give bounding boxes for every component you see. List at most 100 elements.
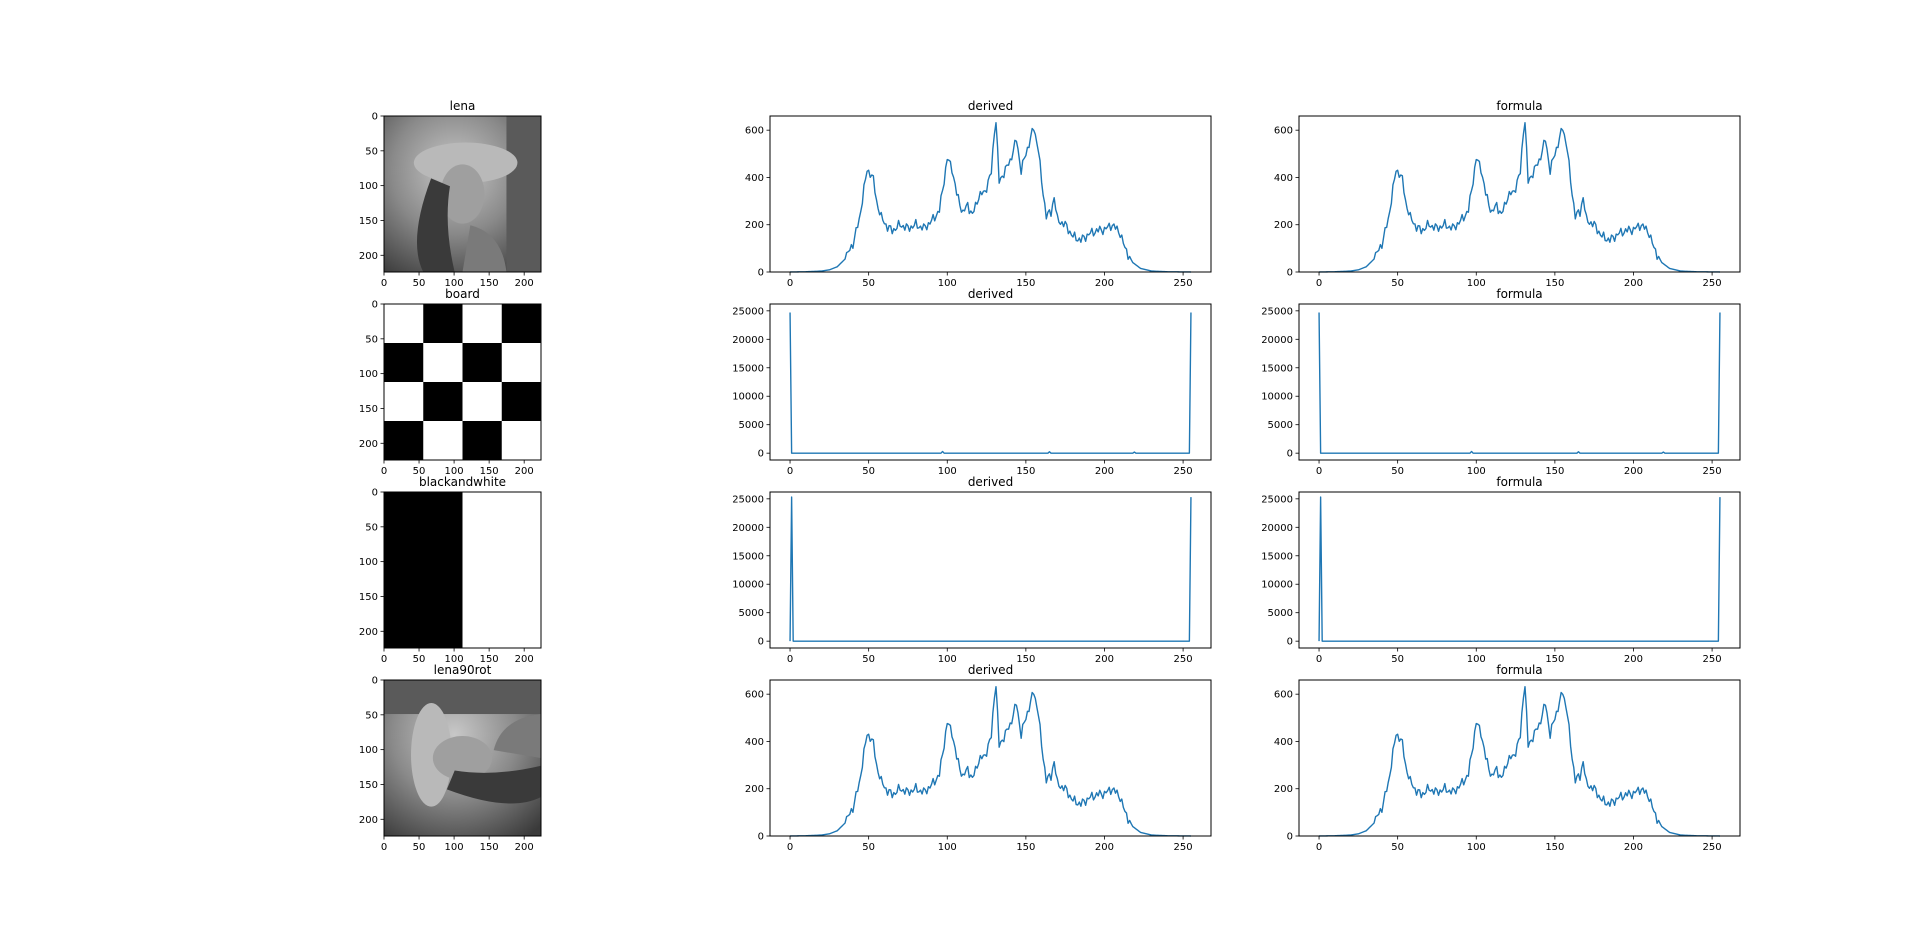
x-tick-label: 100 [1467,278,1486,289]
histogram-line [1318,312,1721,454]
y-tick-label: 200 [745,220,764,231]
x-tick-label: 100 [445,466,464,477]
x-tick-label: 200 [1624,654,1643,665]
histogram-line [790,686,1191,837]
image-panel-lena90rot: 0 0 50 50 100 100 150 150 200 200 lena90rot [359,663,542,853]
y-tick-label: 400 [745,173,764,184]
histogram-line [1319,122,1720,273]
y-tick-label: 0 [1287,637,1293,648]
x-tick-label: 0 [787,466,793,477]
y-tick-label: 0 [372,300,378,311]
x-tick-label: 250 [1174,278,1193,289]
image-panel-board: 0 0 50 50 100 100 150 150 200 200 board [359,287,542,477]
image-axes-frame [383,679,542,837]
histogram-derived-blackandwhite: 0 50 100 150 200 250 0 5000 10000 15000 20000 25000… [732,475,1212,665]
checker-cell [462,382,503,422]
y-tick-label: 400 [1274,173,1293,184]
y-tick-label: 150 [359,780,378,791]
x-tick-label: 250 [1703,842,1722,853]
photo-hat [411,703,452,807]
x-tick-label: 250 [1174,466,1193,477]
y-tick-label: 150 [359,216,378,227]
image-axes-frame [383,115,542,273]
y-tick-label: 100 [359,745,378,756]
x-tick-label: 100 [445,654,464,665]
y-tick-label: 15000 [1261,363,1293,374]
photo-image [384,116,541,272]
checker-cell [423,421,463,461]
y-tick-label: 20000 [732,335,764,346]
white-half [462,492,541,648]
histogram-axes-frame [769,679,1212,837]
x-tick-label: 200 [1095,466,1114,477]
y-tick-label: 200 [1274,220,1293,231]
x-tick-label: 100 [938,466,957,477]
x-tick-label: 200 [515,278,534,289]
x-tick-label: 0 [1316,842,1322,853]
checker-cell [384,382,424,422]
x-tick-label: 0 [381,654,387,665]
histogram-axes-frame [1298,115,1741,273]
y-tick-label: 200 [359,815,378,826]
x-tick-label: 50 [1391,842,1404,853]
checker-cell [384,343,424,383]
histogram-derived-lena90rot: 0 50 100 150 200 250 0 200 400 600 derived [745,663,1212,853]
y-tick-label: 50 [365,522,378,533]
y-tick-label: 600 [745,690,764,701]
y-tick-label: 600 [1274,126,1293,137]
histogram-title: formula [1496,287,1542,301]
histogram-line [790,122,1191,273]
x-tick-label: 50 [1391,466,1404,477]
histogram-formula-board: 0 50 100 150 200 250 0 5000 10000 15000 20000 25000… [1261,287,1741,477]
histogram-line [789,496,1192,642]
x-tick-label: 50 [862,278,875,289]
x-tick-label: 200 [1095,654,1114,665]
y-tick-label: 15000 [732,551,764,562]
y-tick-label: 100 [359,557,378,568]
y-tick-label: 400 [745,737,764,748]
histogram-axes-frame [769,115,1212,273]
checker-cell [462,343,503,383]
y-tick-label: 0 [758,268,764,279]
histogram-title: derived [968,663,1013,677]
x-tick-label: 200 [1624,466,1643,477]
histogram-axes-frame [1298,303,1741,461]
y-tick-label: 150 [359,592,378,603]
x-tick-label: 150 [1545,842,1564,853]
y-tick-label: 200 [1274,784,1293,795]
histogram-axes-frame [1298,491,1741,649]
histogram-title: derived [968,287,1013,301]
x-tick-label: 0 [381,278,387,289]
photo-hair [416,178,455,272]
checker-cell [423,304,463,344]
y-tick-label: 100 [359,181,378,192]
x-tick-label: 50 [862,466,875,477]
photo-content [413,116,541,272]
histogram-title: derived [968,475,1013,489]
y-tick-label: 100 [359,369,378,380]
x-tick-label: 150 [480,278,499,289]
image-title: lena [450,99,476,113]
histogram-axes-frame [769,491,1212,649]
y-tick-label: 50 [365,710,378,721]
histogram-title: formula [1496,663,1542,677]
histogram-axes-frame [1298,679,1741,837]
x-tick-label: 250 [1703,466,1722,477]
y-tick-label: 5000 [739,420,764,431]
checker-cell [384,304,424,344]
histogram-formula-lena: 0 50 100 150 200 250 0 200 400 600 formula [1274,99,1741,289]
histogram-formula-blackandwhite: 0 50 100 150 200 250 0 5000 10000 15000 20000 25000… [1261,475,1741,665]
y-tick-label: 20000 [1261,523,1293,534]
y-tick-label: 15000 [732,363,764,374]
x-tick-label: 50 [413,654,426,665]
x-tick-label: 150 [480,842,499,853]
y-tick-label: 25000 [732,306,764,317]
x-tick-label: 250 [1174,842,1193,853]
y-tick-label: 0 [372,112,378,123]
x-tick-label: 150 [1545,466,1564,477]
x-tick-label: 100 [1467,466,1486,477]
x-tick-label: 100 [938,278,957,289]
x-tick-label: 0 [381,466,387,477]
x-tick-label: 150 [1545,654,1564,665]
